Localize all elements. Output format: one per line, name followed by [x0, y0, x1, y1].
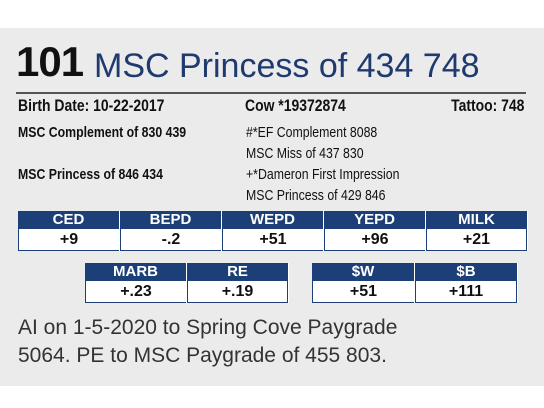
column-header: MILK	[426, 211, 527, 229]
birth-date-text: Birth Date: 10-22-2017	[18, 96, 165, 115]
dam-text: MSC Princess of 846 434	[18, 166, 163, 183]
tattoo-text: Tattoo: 748	[450, 96, 524, 115]
column-value: +9	[18, 229, 119, 251]
column-value: +21	[426, 229, 527, 251]
column-value: +.23	[85, 281, 186, 303]
tattoo: Tattoo: 748	[435, 96, 524, 116]
epd-table: CED +9 BEPD -.2 WEPD +51 YEPD +96 MILK +21	[18, 211, 528, 251]
column-value: +111	[415, 281, 517, 303]
column-value: -.2	[120, 229, 221, 251]
table-column: MARB +.23	[85, 263, 187, 303]
table-column: $W +51	[312, 263, 415, 303]
grandparent-text: #*EF Complement 8088	[246, 124, 378, 141]
column-header: CED	[18, 211, 119, 229]
grandparent-text: MSC Princess of 429 846	[246, 187, 386, 204]
registration-text: Cow *19372874	[245, 96, 346, 115]
column-header: BEPD	[120, 211, 221, 229]
grandparent-text: +*Dameron First Impression	[246, 166, 400, 183]
column-header: MARB	[85, 263, 186, 281]
table-column: CED +9	[18, 211, 120, 251]
sire: MSC Complement of 830 439	[18, 124, 223, 141]
note-line: AI on 1-5-2020 to Spring Cove Paygrade	[18, 316, 398, 339]
column-value: +.19	[187, 281, 288, 303]
table-column: BEPD -.2	[120, 211, 222, 251]
animal-name: MSC Princess of 434 748	[94, 47, 480, 85]
column-value: +96	[324, 229, 425, 251]
grandparent: MSC Miss of 437 830	[246, 145, 389, 162]
birth-date: Birth Date: 10-22-2017	[18, 96, 197, 116]
index-table: $W +51 $B +111	[312, 263, 518, 303]
table-column: RE +.19	[187, 263, 289, 303]
sire-text: MSC Complement of 830 439	[18, 124, 187, 141]
table-column: MILK +21	[426, 211, 528, 251]
grandparent: +*Dameron First Impression	[246, 166, 433, 183]
grandparent: #*EF Complement 8088	[246, 124, 406, 141]
grandparent-text: MSC Miss of 437 830	[246, 145, 364, 162]
table-column: $B +111	[415, 263, 518, 303]
grandparent: MSC Princess of 429 846	[246, 187, 416, 204]
column-header: $B	[415, 263, 517, 281]
table-column: YEPD +96	[324, 211, 426, 251]
dam: MSC Princess of 846 434	[18, 166, 195, 183]
column-header: RE	[187, 263, 288, 281]
carcass-table: MARB +.23 RE +.19	[85, 263, 289, 303]
divider	[16, 92, 526, 94]
panel	[0, 28, 544, 386]
column-header: WEPD	[222, 211, 323, 229]
column-header: YEPD	[324, 211, 425, 229]
column-value: +51	[312, 281, 414, 303]
table-column: WEPD +51	[222, 211, 324, 251]
registration: Cow *19372874	[245, 96, 368, 116]
column-value: +51	[222, 229, 323, 251]
column-header: $W	[312, 263, 414, 281]
note-line: 5064. PE to MSC Paygrade of 455 803.	[18, 344, 387, 367]
lot-number: 101	[16, 38, 84, 85]
